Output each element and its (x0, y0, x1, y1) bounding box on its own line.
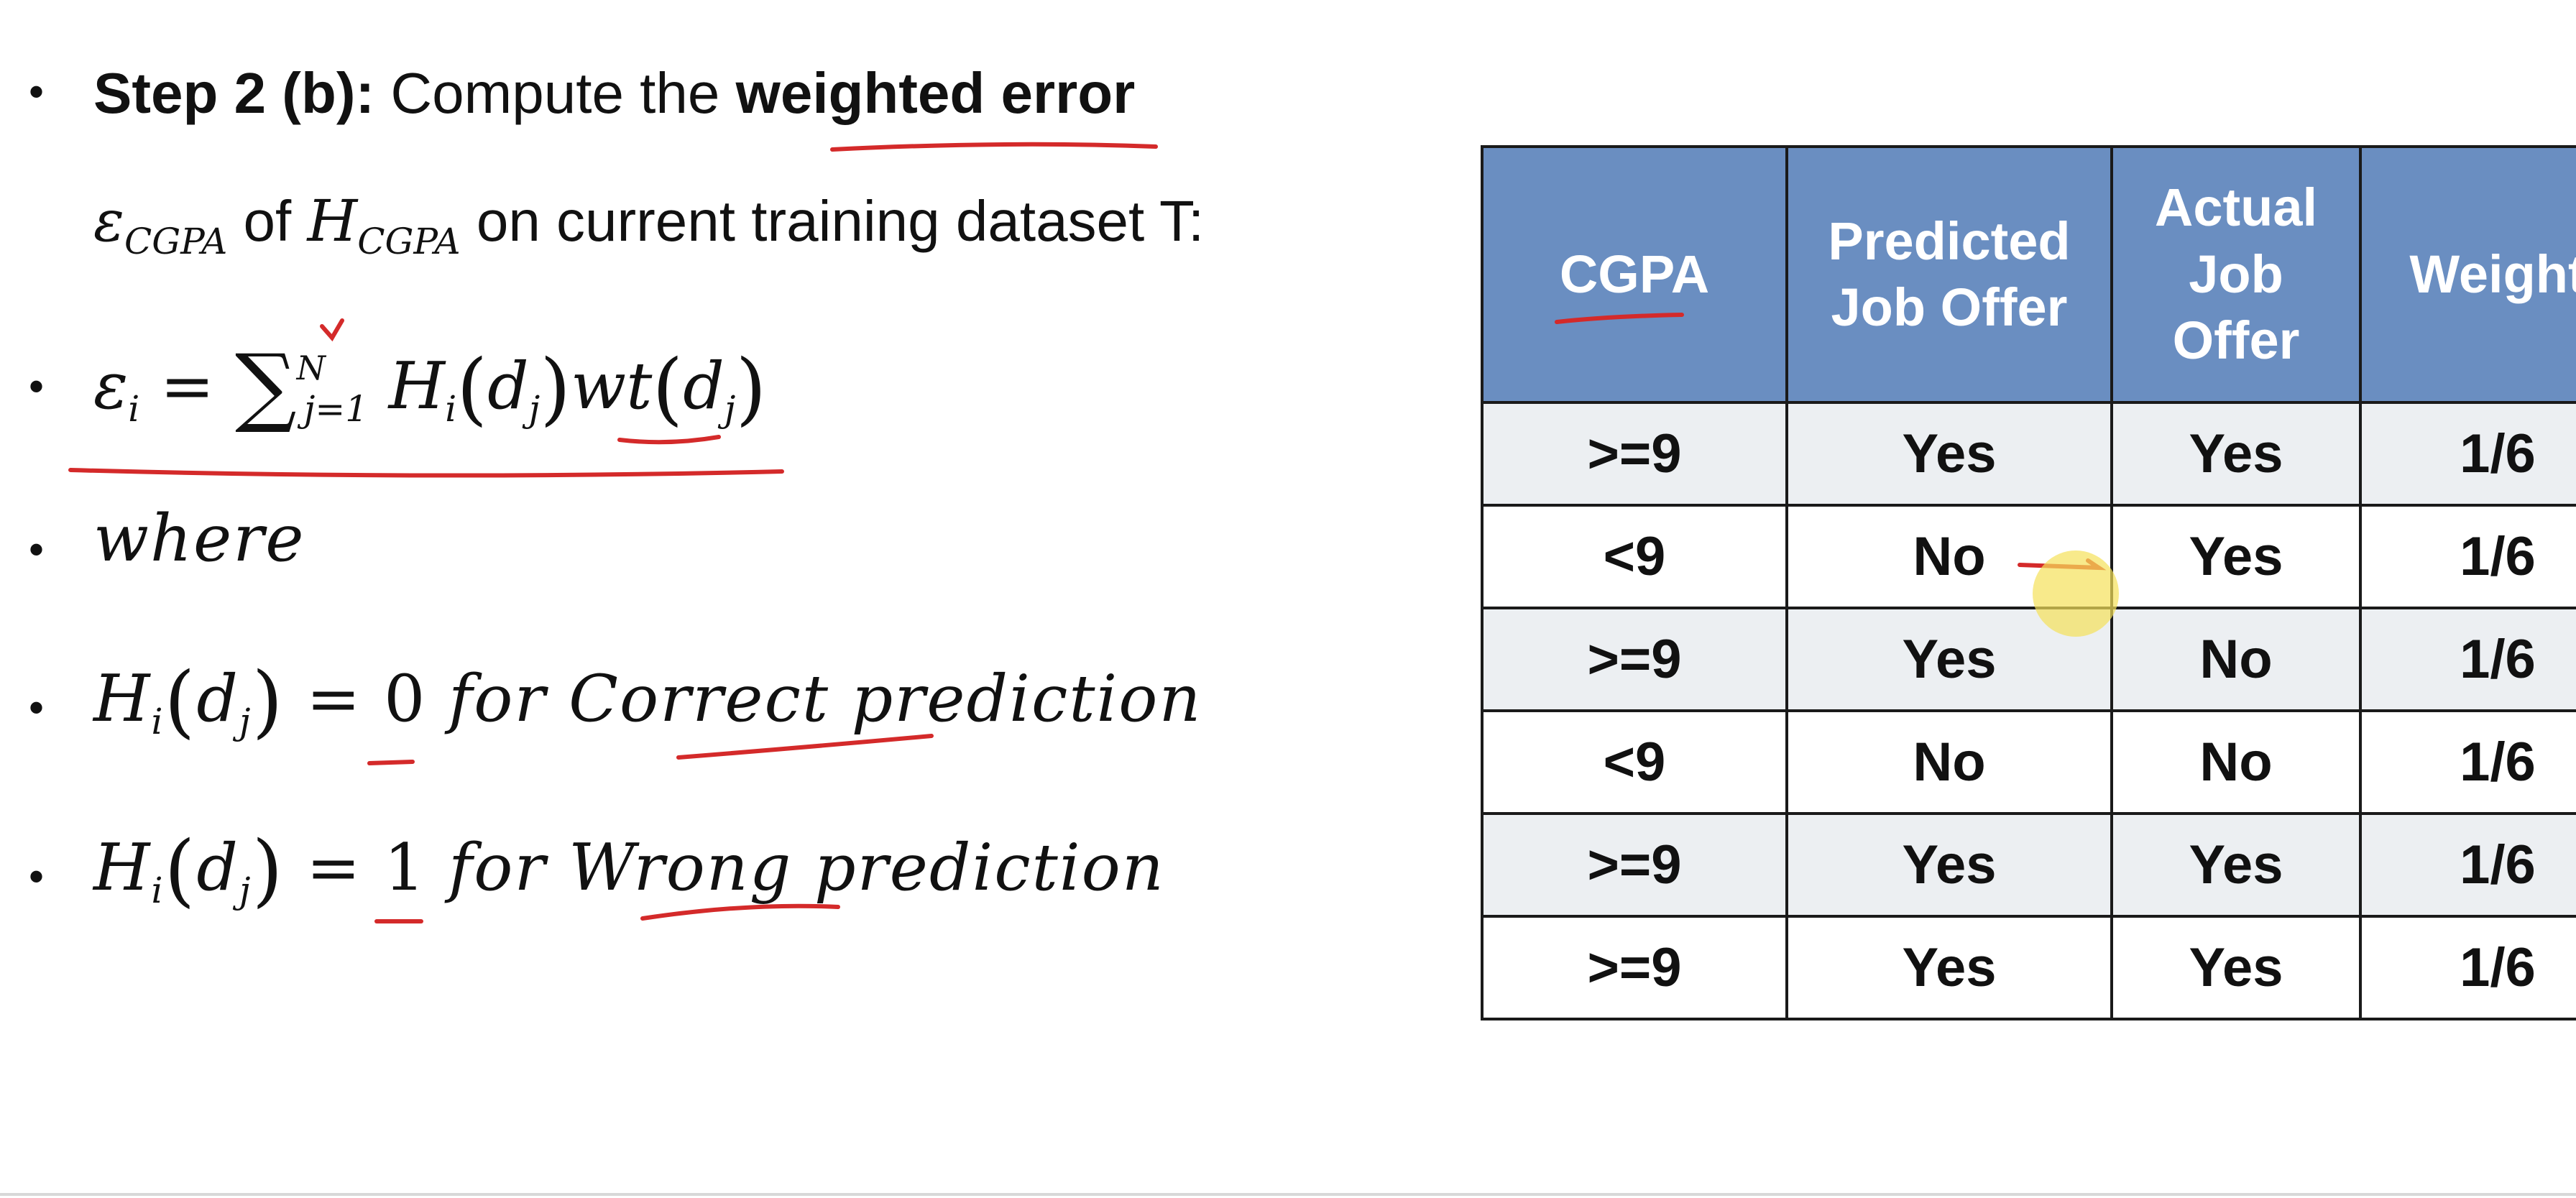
step-text: Compute the (374, 61, 736, 125)
cell-weight: 1/6 (2359, 504, 2576, 609)
wrong-prediction-line: Hi(dj) = 1 for Wrong prediction (93, 824, 1165, 916)
paren-open: ( (164, 655, 197, 747)
cell-cgpa: >=9 (1481, 607, 1788, 712)
bullet-dot: • (29, 525, 45, 573)
formula-d2-sub: j (724, 388, 736, 430)
epsilon-subscript: CGPA (124, 221, 228, 262)
sum-lower: j=1 (303, 388, 369, 430)
cell-actual: Yes (2110, 915, 2362, 1020)
formula-h-sub: i (445, 388, 457, 430)
paren-open: ( (164, 824, 197, 916)
cell-cgpa: >=9 (1481, 401, 1788, 507)
h-symbol: H (307, 188, 358, 254)
bullet-dot: • (29, 683, 45, 732)
cell-predicted: No (1785, 504, 2113, 609)
sum-upper: N (296, 349, 326, 387)
table-row: <9 No No 1/6 (1481, 709, 2576, 815)
bullet-dot: • (29, 362, 45, 410)
formula-d-sub: j (528, 388, 540, 430)
cell-weight: 1/6 (2359, 607, 2576, 712)
table-row: >=9 Yes Yes 1/6 (1481, 812, 2576, 918)
step-heading: Step 2 (b): Compute the weighted error (93, 65, 1135, 122)
cell-weight: 1/6 (2359, 812, 2576, 918)
correct-value: 0 (384, 661, 427, 737)
checkmark (320, 318, 344, 342)
cell-actual: Yes (2110, 401, 2362, 507)
header-cgpa: CGPA (1481, 145, 1788, 404)
paren-close: ) (252, 655, 285, 747)
epsilon-symbol: ε (93, 188, 124, 254)
formula-lhs-sub: i (128, 388, 140, 430)
cell-actual: No (2110, 607, 2362, 712)
formula-lhs: ε (93, 349, 129, 424)
underline-zero (367, 760, 415, 765)
paren-open: ( (456, 342, 488, 434)
correct-h: H (93, 661, 152, 737)
underline-wt (617, 435, 721, 445)
wrong-h: H (93, 830, 152, 906)
cell-weight: 1/6 (2359, 709, 2576, 815)
cell-predicted: Yes (1785, 915, 2113, 1020)
wrong-h-sub: i (151, 870, 165, 911)
correct-h-sub: i (151, 701, 165, 742)
correct-d: d (196, 661, 240, 737)
cell-cgpa: <9 (1481, 709, 1788, 815)
correct-d-sub: j (239, 701, 252, 742)
cell-predicted: Yes (1785, 812, 2113, 918)
table-row: >=9 Yes Yes 1/6 (1481, 915, 2576, 1020)
cell-cgpa: >=9 (1481, 812, 1788, 918)
training-data-table: CGPA Predicted Job Offer Actual Job Offe… (1481, 145, 2576, 1020)
continuation-rest: on current training dataset T: (460, 189, 1205, 253)
wrong-d: d (196, 830, 240, 906)
cell-cgpa: >=9 (1481, 915, 1788, 1020)
bullet-dot: • (29, 852, 45, 900)
cell-predicted: Yes (1785, 607, 2113, 712)
header-predicted: Predicted Job Offer (1785, 145, 2113, 404)
cell-actual: No (2110, 709, 2362, 815)
formula-d2: d (683, 349, 724, 424)
paren-close: ) (735, 342, 767, 434)
cell-predicted: No (1785, 709, 2113, 815)
formula-equals: = (139, 349, 235, 424)
step-continuation: εCGPA of HCGPA on current training datas… (93, 193, 1204, 262)
cell-predicted: Yes (1785, 401, 2113, 507)
paren-open: ( (652, 342, 684, 434)
step-label: Step 2 (b): (93, 61, 375, 125)
cell-weight: 1/6 (2359, 915, 2576, 1020)
table-header-row: CGPA Predicted Job Offer Actual Job Offe… (1481, 145, 2576, 404)
sum-symbol: ∑ (234, 336, 297, 436)
cell-actual: Yes (2110, 504, 2362, 609)
of-text: of (227, 189, 308, 253)
formula-h: H (368, 349, 446, 424)
where-text: where (93, 501, 305, 576)
table-row: >=9 Yes Yes 1/6 (1481, 401, 2576, 507)
bottom-divider (0, 1193, 2576, 1196)
header-actual: Actual Job Offer (2110, 145, 2362, 404)
paren-close: ) (252, 824, 285, 916)
table-row: >=9 Yes No 1/6 (1481, 607, 2576, 712)
weighted-error-formula: εi = ∑Nj=1 Hi(dj)wt(dj) (93, 344, 766, 430)
formula-d: d (487, 349, 529, 424)
cell-cgpa: <9 (1481, 504, 1788, 609)
bullet-dot: • (29, 68, 45, 116)
correct-prediction-line: Hi(dj) = 0 for Correct prediction (93, 655, 1202, 747)
wrong-d-sub: j (239, 870, 252, 911)
underline-weighted-error (830, 142, 1158, 152)
cell-weight: 1/6 (2359, 401, 2576, 507)
wrong-value: 1 (384, 830, 427, 906)
correct-text: for Correct prediction (426, 661, 1202, 737)
step-highlight: weighted error (735, 61, 1136, 125)
underline-formula (68, 468, 784, 478)
paren-close: ) (540, 342, 571, 434)
wrong-text: for Wrong prediction (426, 830, 1165, 906)
formula-wt: wt (571, 349, 653, 424)
cell-actual: Yes (2110, 812, 2362, 918)
h-subscript: CGPA (357, 221, 461, 262)
header-weight: Weight (2359, 145, 2576, 404)
table-row: <9 No Yes 1/6 (1481, 504, 2576, 609)
